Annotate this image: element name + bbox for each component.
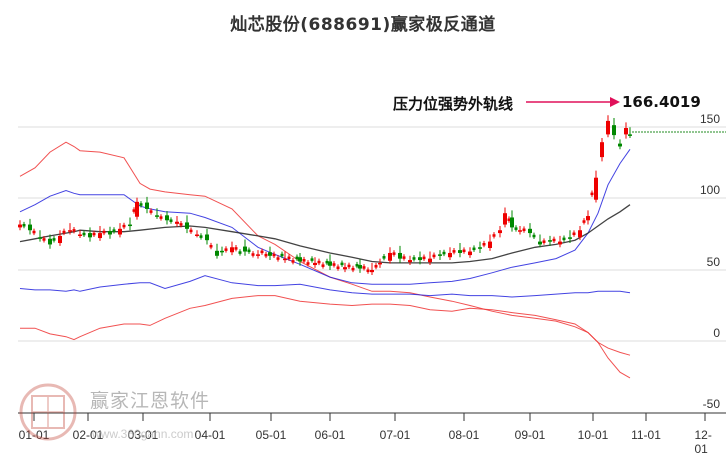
y-tick-label: 0 — [713, 326, 720, 340]
watermark-seal-icon — [19, 383, 77, 441]
x-tick-label: 11-01 — [631, 428, 661, 442]
chart-title: 灿芯股份(688691)赢家极反通道 — [230, 15, 496, 35]
x-tick-label: 08-01 — [448, 428, 480, 442]
y-tick-label: 100 — [699, 183, 720, 197]
candlesticks — [18, 115, 632, 275]
watermark-url: www.360gann.com — [92, 427, 194, 441]
y-tick-label: 50 — [706, 255, 720, 269]
annotation-value: 166.4019 — [622, 93, 701, 111]
annotation-label: 压力位强势外轨线 — [393, 95, 514, 113]
x-tick-label: 06-01 — [314, 428, 346, 442]
y-tick-label: -50 — [702, 397, 720, 411]
x-tick-label: 10-01 — [577, 428, 609, 442]
annotation-arrow — [526, 97, 620, 107]
watermark-text: 赢家江恩软件 — [90, 390, 211, 412]
x-axis — [18, 412, 726, 421]
x-tick-label: 04-01 — [194, 428, 226, 442]
x-tick-label: 07-01 — [379, 428, 411, 442]
grid-lines — [18, 126, 726, 342]
x-tick-label: 12-01 — [694, 428, 712, 456]
x-tick-label: 09-01 — [514, 428, 546, 442]
x-tick-label: 05-01 — [255, 428, 287, 442]
x-tick-label: 01-01 — [18, 428, 50, 442]
channel-lines — [19, 141, 631, 379]
x-tick-label: 03-01 — [127, 428, 159, 442]
x-tick-label: 02-01 — [72, 428, 104, 442]
y-tick-label: 150 — [699, 112, 720, 126]
